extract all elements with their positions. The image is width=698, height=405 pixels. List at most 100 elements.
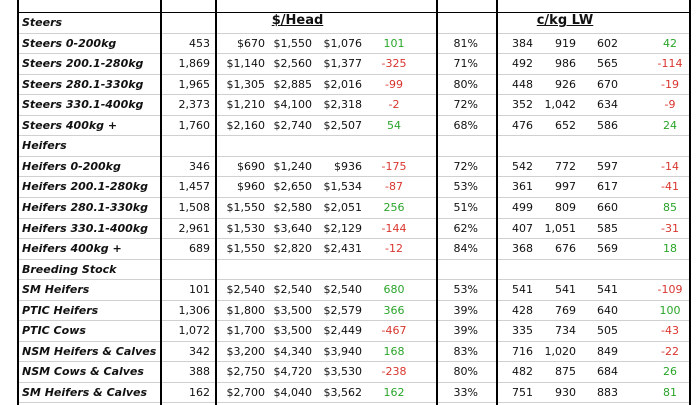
cell: 388 bbox=[189, 365, 210, 379]
cell: 368 bbox=[512, 242, 533, 256]
cell: 565 bbox=[597, 57, 618, 71]
cell: -22 bbox=[661, 344, 679, 358]
cell: 51% bbox=[453, 200, 478, 214]
cell: $1,700 bbox=[226, 324, 266, 338]
row-line bbox=[17, 114, 690, 116]
cell: -31 bbox=[661, 221, 679, 235]
cell: -14 bbox=[661, 159, 679, 173]
row-label: Steers 280.1-330kg bbox=[22, 77, 144, 91]
cell: 652 bbox=[555, 118, 576, 132]
cell: $2,820 bbox=[273, 242, 313, 256]
row-label: Steers 400kg + bbox=[22, 118, 118, 132]
row-line bbox=[17, 217, 690, 219]
cell: 1,965 bbox=[178, 77, 211, 91]
cell: $2,885 bbox=[273, 77, 313, 91]
cell: $2,129 bbox=[323, 221, 363, 235]
column-header: c/kg LW bbox=[536, 13, 594, 28]
cell: $2,051 bbox=[323, 200, 363, 214]
cell: $2,431 bbox=[323, 242, 363, 256]
cell: $4,720 bbox=[273, 365, 313, 379]
cell: 597 bbox=[597, 159, 618, 173]
cell: $2,540 bbox=[323, 283, 363, 297]
cell: 1,306 bbox=[178, 303, 211, 317]
cell: 448 bbox=[512, 77, 533, 91]
cell: 72% bbox=[453, 98, 478, 112]
cell: 602 bbox=[597, 36, 618, 50]
cell: 541 bbox=[512, 283, 533, 297]
cell: 1,508 bbox=[178, 200, 211, 214]
row-label: NSM Heifers & Calves bbox=[22, 344, 157, 358]
cell: $690 bbox=[237, 159, 265, 173]
row-label: SM Heifers & Calves bbox=[22, 385, 148, 399]
cell: $2,740 bbox=[273, 118, 313, 132]
cell: $3,200 bbox=[226, 344, 266, 358]
cell: 684 bbox=[597, 365, 618, 379]
cell: 1,760 bbox=[178, 118, 211, 132]
cell: 24 bbox=[663, 118, 677, 132]
cell: $1,240 bbox=[273, 159, 313, 173]
row-line bbox=[17, 340, 690, 342]
cell: 162 bbox=[383, 385, 405, 399]
cell: 660 bbox=[597, 200, 618, 214]
cell: 499 bbox=[512, 200, 533, 214]
cell: -43 bbox=[661, 324, 679, 338]
cell: 919 bbox=[555, 36, 576, 50]
cell: 772 bbox=[555, 159, 576, 173]
cell: -12 bbox=[385, 242, 403, 256]
cell: 640 bbox=[597, 303, 618, 317]
cell: $1,305 bbox=[226, 77, 266, 91]
row-label: Heifers 400kg + bbox=[22, 242, 122, 256]
cell: 346 bbox=[189, 159, 210, 173]
cell: $2,016 bbox=[323, 77, 363, 91]
cell: 541 bbox=[597, 283, 618, 297]
cell: 352 bbox=[512, 98, 533, 112]
cell: $3,562 bbox=[323, 385, 363, 399]
cell: 1,869 bbox=[178, 57, 211, 71]
cell: 83% bbox=[453, 344, 478, 358]
cell: 407 bbox=[512, 221, 533, 235]
cell: $2,579 bbox=[323, 303, 363, 317]
cell: 101 bbox=[189, 283, 210, 297]
cell: $1,534 bbox=[323, 180, 363, 194]
cell: $1,550 bbox=[226, 242, 266, 256]
cell: 428 bbox=[512, 303, 533, 317]
column-border bbox=[17, 0, 19, 405]
cell: 71% bbox=[453, 57, 478, 71]
cell: 33% bbox=[453, 385, 478, 399]
cell: 482 bbox=[512, 365, 533, 379]
column-border bbox=[689, 0, 691, 405]
cell: 883 bbox=[597, 385, 618, 399]
cell: $2,318 bbox=[323, 98, 363, 112]
cell: 168 bbox=[383, 344, 405, 358]
cell: $1,210 bbox=[226, 98, 266, 112]
cell: 676 bbox=[555, 242, 576, 256]
cell: 54 bbox=[387, 118, 401, 132]
cell: $3,530 bbox=[323, 365, 363, 379]
cell: -19 bbox=[661, 77, 679, 91]
row-line bbox=[17, 53, 690, 55]
row-line bbox=[17, 176, 690, 178]
cell: 85 bbox=[663, 200, 677, 214]
row-line bbox=[17, 94, 690, 96]
cell: 751 bbox=[512, 385, 533, 399]
cell: -325 bbox=[381, 57, 407, 71]
row-line bbox=[17, 299, 690, 301]
cell: -114 bbox=[657, 57, 683, 71]
row-line bbox=[17, 32, 690, 34]
cell: 2,961 bbox=[178, 221, 211, 235]
cell: $2,507 bbox=[323, 118, 363, 132]
row-label: Heifers 0-200kg bbox=[22, 159, 121, 173]
cell: 997 bbox=[555, 180, 576, 194]
cell: 1,020 bbox=[544, 344, 577, 358]
row-line bbox=[17, 279, 690, 281]
cell: $4,340 bbox=[273, 344, 313, 358]
row-label: Steers 200.1-280kg bbox=[22, 57, 144, 71]
cell: $2,449 bbox=[323, 324, 363, 338]
cell: 100 bbox=[659, 303, 681, 317]
row-label: Heifers 200.1-280kg bbox=[22, 180, 148, 194]
cell: 62% bbox=[453, 221, 478, 235]
cell: 541 bbox=[555, 283, 576, 297]
cell: 42 bbox=[663, 36, 677, 50]
column-border bbox=[215, 0, 217, 405]
cell: $3,640 bbox=[273, 221, 313, 235]
